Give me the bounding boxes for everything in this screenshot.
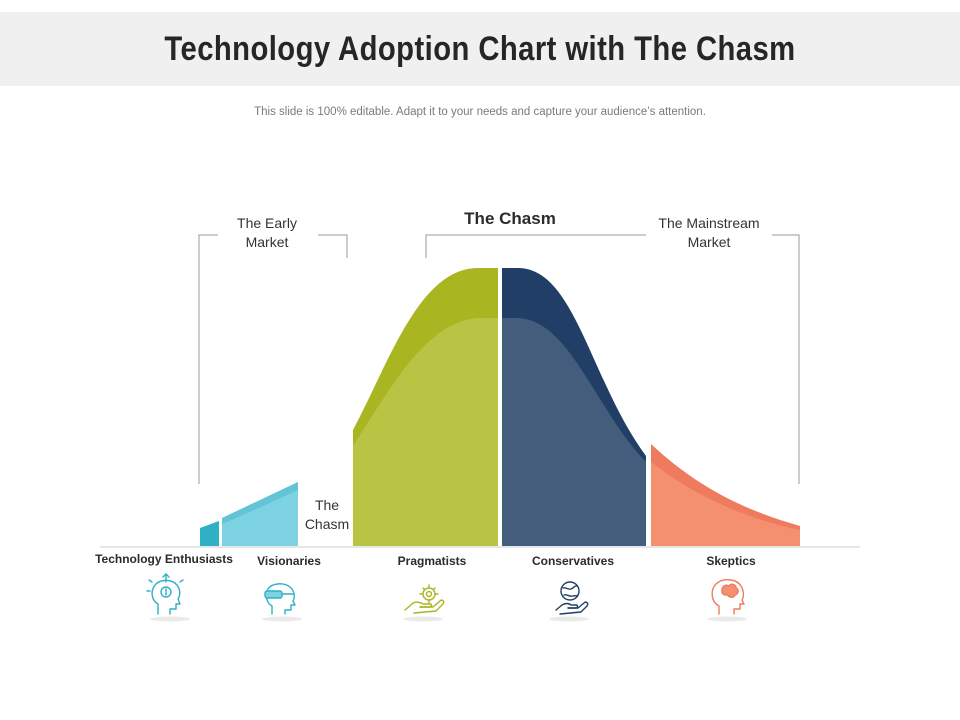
brain-head-icon [711,579,745,615]
enthusiasts-area [200,521,219,546]
idea-head-icon [146,573,184,615]
segment-label-enthusiasts: Technology Enthusiasts [95,552,233,566]
chasm-top-label: The Chasm [464,209,556,228]
vr-headset-head-icon [264,583,296,615]
segment-label-visionaries: Visionaries [257,554,321,568]
chasm-bracket [425,234,646,258]
chasm-gap-label-line1: The [315,497,339,513]
hand-gear-icon [404,584,445,614]
early-market-label-line2: Market [246,234,289,250]
conservatives-area [502,268,646,546]
page-subtitle: This slide is 100% editable. Adapt it to… [254,106,706,118]
title-bar: Technology Adoption Chart with The Chasm [0,12,960,86]
segment-label-skeptics: Skeptics [706,554,756,568]
segment-label-pragmatists: Pragmatists [398,554,467,568]
mainstream-label-line1: The Mainstream [658,215,759,231]
segment-label-conservatives: Conservatives [532,554,614,568]
pragmatists-area [353,268,498,546]
skeptics-area [651,444,800,546]
chasm-gap-label-line2: Chasm [305,516,349,532]
early-market-label-line1: The Early [237,215,297,231]
page-title: Technology Adoption Chart with The Chasm [164,29,796,68]
mainstream-label-line2: Market [688,234,731,250]
visionaries-area [222,482,298,546]
early-market-bracket [198,234,348,484]
mainstream-bracket [772,234,800,484]
hand-globe-icon [555,581,589,615]
icon-shadows [150,616,747,622]
